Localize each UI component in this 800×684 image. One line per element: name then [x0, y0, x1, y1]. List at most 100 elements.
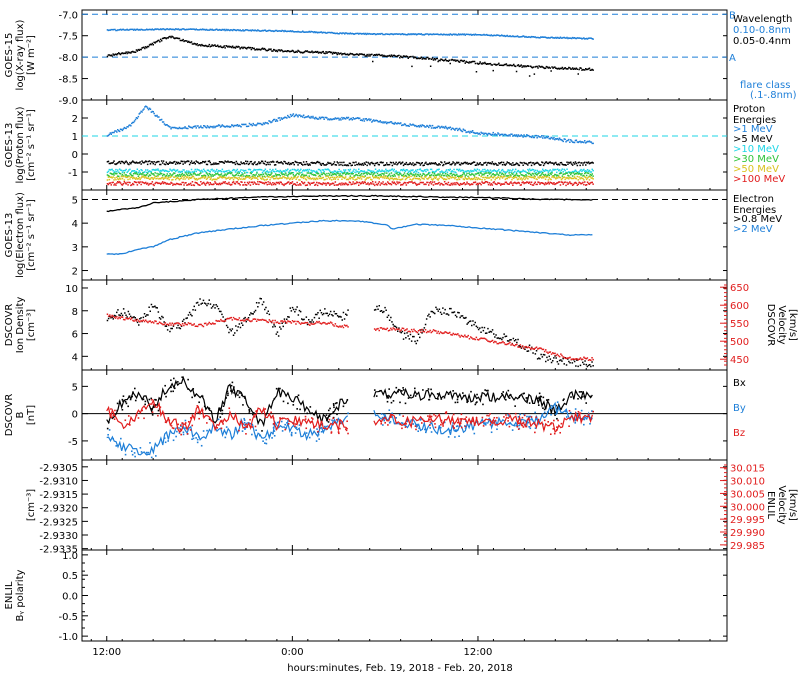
data-series-dscovr-b-2-point: [399, 423, 402, 426]
data-series-dscovr-b-1-point: [454, 436, 456, 438]
data-series-dscovr-b-0-point: [519, 394, 521, 397]
data-series-dscovr-b-2-point: [253, 413, 256, 416]
data-series-dscovr-b-0-point: [111, 416, 114, 419]
data-series-dscovr-b-1-point: [473, 432, 476, 435]
data-series-dscovr-b-1-point: [225, 426, 228, 428]
data-series-dscovr-b-2-point: [287, 422, 290, 425]
data-series-dscovr-b-1-point: [490, 431, 493, 434]
data-series-dscovr-b-1-point: [184, 427, 187, 429]
data-series-dscovr-b-1-point: [556, 401, 559, 403]
data-series-dscovr-b-2-point: [553, 432, 556, 435]
data-series-dscovr-b-0-point: [237, 394, 239, 396]
data-series-dscovr-b-0-point: [386, 400, 389, 403]
data-series-dscovr-b-1-point: [192, 437, 195, 440]
data-series-dscovr-b-1-point: [210, 431, 212, 434]
data-series-dscovr-b-0-point: [476, 393, 478, 396]
data-series-dscovr-b-1-point: [395, 417, 397, 419]
data-series-dscovr-b-0-point: [437, 398, 439, 400]
data-series-dscovr-b-1-point: [145, 451, 148, 454]
data-series-dscovr-b-2-point: [228, 407, 231, 410]
data-series-dscovr-b-1-point: [294, 432, 297, 434]
data-series-dscovr-b-2-point: [475, 416, 478, 419]
legend-entry-goes13-electron: >0.8 MeV: [733, 214, 782, 225]
data-series-dscovr-b-2-point: [428, 424, 431, 426]
data-series-dscovr-b-0-point: [238, 396, 241, 399]
data-series-dscovr-b-2-point: [113, 418, 116, 421]
y-right-tick-label-enlil-density: 30.005: [730, 489, 765, 500]
data-series-dscovr-b-2-point: [483, 419, 486, 422]
y-axis-label-dscovr-b: [nT]: [26, 405, 37, 425]
data-series-dscovr-b-0-point: [474, 403, 477, 406]
data-series-dscovr-b-2-point: [179, 428, 182, 431]
data-series-dscovr-b-2-point: [244, 423, 247, 426]
data-series-dscovr-b-0-point: [570, 396, 572, 398]
data-series-dscovr-b-1-point: [513, 424, 516, 427]
data-series-dscovr-b-2-point: [345, 428, 347, 430]
data-series-dscovr-b-2-point: [179, 424, 182, 427]
data-series-goes13-proton-2: [106, 168, 594, 174]
data-series-dscovr-b-1-point: [406, 420, 409, 423]
data-series-dscovr-b-1-point: [452, 422, 454, 424]
legend-entry-goes13-proton: >50 MeV: [733, 164, 779, 175]
data-series-dscovr-b-0-point: [164, 384, 166, 387]
data-series-dscovr-b-0-point: [124, 400, 127, 403]
data-series-dscovr-b-0-point: [480, 395, 483, 398]
data-series-dscovr-b-2-point: [521, 416, 524, 419]
y-tick-label-goes13-proton: -1: [68, 168, 78, 179]
time-tick-label: 0:00: [281, 647, 303, 658]
data-series-dscovr-b-1-point: [182, 431, 185, 434]
data-series-dscovr-b-1-point: [281, 430, 284, 432]
data-series-dscovr-b-2-point: [464, 418, 466, 421]
data-series-dscovr-b-2-point: [210, 419, 213, 422]
data-series-dscovr-b-2-point: [575, 419, 578, 421]
legend-entry-goes13-proton: >100 MeV: [733, 174, 785, 185]
data-series-dscovr-b-0-point: [155, 399, 157, 401]
data-series-dscovr-b-1-point: [164, 441, 167, 444]
data-series-dscovr-b-2-point: [445, 411, 448, 413]
y-right-axis-label-dscovr-density: Velocity: [776, 305, 787, 344]
legend-entry-dscovr-b: By: [733, 403, 746, 414]
data-series-dscovr-b-0-point: [542, 407, 544, 409]
data-series-dscovr-b-2-point: [220, 427, 223, 430]
data-series-dscovr-b-1-point: [265, 442, 268, 445]
legend-entry-dscovr-b: Bz: [733, 428, 745, 439]
data-series-dscovr-b-2-point: [294, 423, 296, 425]
data-series-dscovr-b-0-point: [342, 405, 345, 408]
data-series-dscovr-b-1-point: [251, 433, 253, 436]
data-series-dscovr-b-0-point: [219, 407, 221, 410]
data-series-dscovr-b-2-point: [527, 418, 530, 421]
data-series-dscovr-b-0-point: [392, 400, 395, 402]
data-series-dscovr-b-0-point: [528, 402, 531, 404]
data-series-dscovr-b-0-point: [151, 414, 154, 416]
data-series-dscovr-b-0-point: [413, 387, 416, 390]
data-series-dscovr-b-2-point: [592, 410, 594, 413]
data-series-dscovr-b-2-point: [452, 413, 455, 416]
data-series-dscovr-b-0-point: [399, 401, 401, 404]
data-series-dscovr-density-1: [106, 313, 594, 361]
data-series-dscovr-b-0-point: [142, 398, 145, 401]
y-tick-label-goes15-xray: -8.5: [58, 75, 78, 86]
data-series-dscovr-b-2-point: [255, 410, 257, 413]
data-series-dscovr-b-1-point: [382, 424, 384, 426]
data-series-dscovr-b-1-point: [580, 409, 583, 412]
data-series-dscovr-b-2-point: [339, 422, 342, 425]
data-series-dscovr-b-1-point: [543, 411, 546, 414]
data-series-dscovr-b-2-point: [189, 429, 192, 431]
data-series-goes13-proton-4: [106, 175, 594, 181]
data-series-dscovr-b-2-point: [124, 419, 127, 422]
data-series-dscovr-b-1-point: [182, 427, 185, 429]
data-series-dscovr-b-0-point: [157, 409, 160, 412]
data-series-dscovr-b-1-point: [420, 418, 422, 420]
data-series-dscovr-b-1-point: [150, 456, 153, 459]
data-series-dscovr-b-1-point: [574, 408, 577, 410]
data-series-dscovr-b-1-point: [273, 430, 276, 432]
data-series-dscovr-b-2-point: [555, 429, 558, 431]
y-tick-label-enlil-polarity: 0.0: [62, 592, 78, 603]
data-series-dscovr-b-2-point: [442, 421, 445, 424]
y-right-tick-label-dscovr-density: 450: [730, 355, 749, 366]
data-series-dscovr-b-0-point: [554, 414, 556, 416]
data-series-dscovr-b-0-point: [542, 396, 545, 399]
data-series-dscovr-density-0: [106, 297, 594, 368]
data-series-dscovr-b-2-point: [339, 427, 341, 430]
data-series-dscovr-b-0-point: [379, 389, 381, 392]
